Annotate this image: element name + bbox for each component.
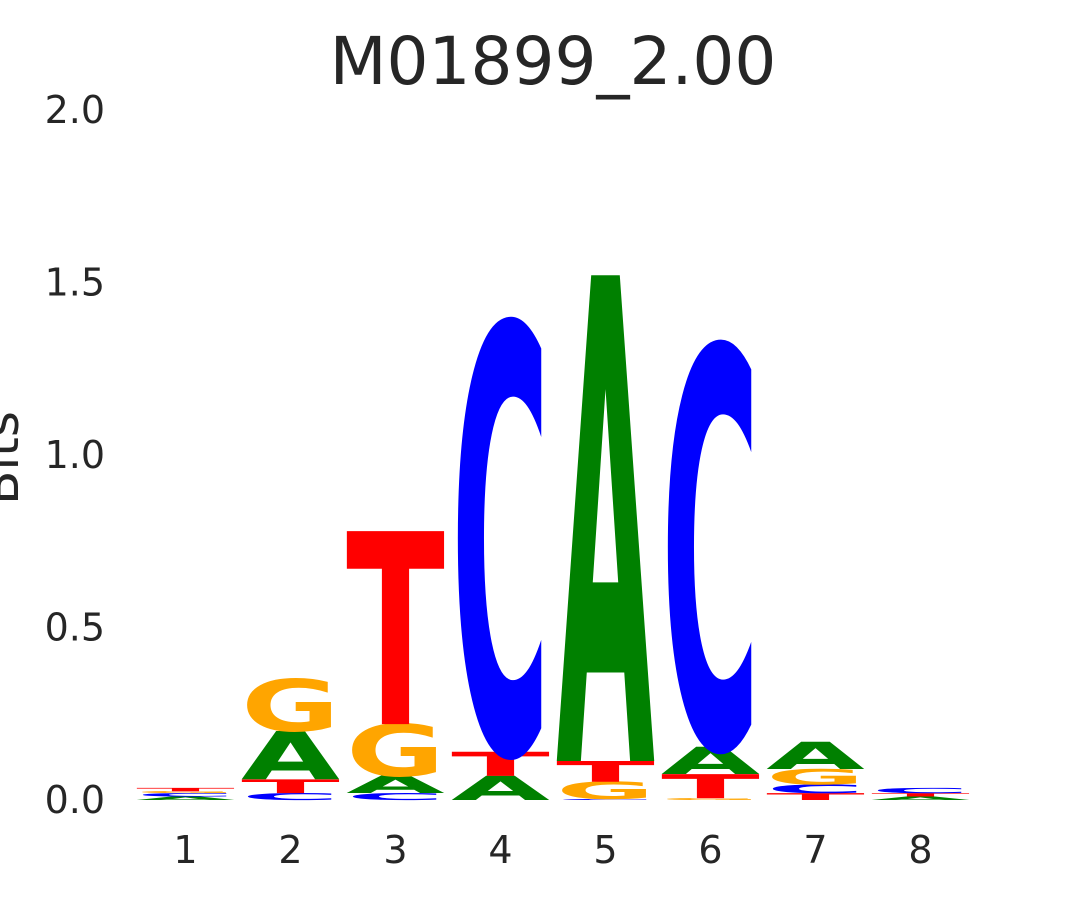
logo-letter-g: G bbox=[556, 777, 655, 804]
logo-letter-a: A bbox=[871, 796, 970, 802]
y-tick-label: 0.0 bbox=[45, 778, 105, 822]
logo-letter-c: C bbox=[451, 209, 550, 891]
logo-letter-a: A bbox=[346, 771, 445, 799]
x-tick-label: 1 bbox=[173, 828, 197, 872]
logo-letter-t: T bbox=[871, 792, 970, 797]
x-tick-label: 4 bbox=[488, 828, 512, 872]
logo-letter-c: C bbox=[241, 791, 340, 802]
chart-title: M01899_2.00 bbox=[330, 23, 777, 100]
y-axis-ticks: 2.0 1.5 1.0 0.5 0.0 bbox=[45, 88, 105, 822]
x-axis-ticks: 1 2 3 4 5 6 7 8 bbox=[173, 828, 932, 872]
logo-letter-g: G bbox=[136, 791, 235, 794]
logo-letter-t: T bbox=[556, 755, 655, 788]
y-tick-label: 1.0 bbox=[45, 433, 105, 477]
logo-letter-a: A bbox=[451, 769, 550, 807]
logo-letter-t: T bbox=[241, 776, 340, 798]
logo-letter-t: T bbox=[451, 745, 550, 783]
y-axis-label: Bits bbox=[0, 411, 30, 505]
x-tick-label: 2 bbox=[278, 828, 302, 872]
logo-letter-c: C bbox=[766, 782, 865, 796]
logo-letter-a: A bbox=[136, 796, 235, 802]
y-tick-label: 0.5 bbox=[45, 606, 105, 650]
x-tick-label: 3 bbox=[383, 828, 407, 872]
logo-letter-t: T bbox=[661, 768, 760, 806]
logo-letter-t: T bbox=[766, 791, 865, 802]
logo-letter-c: C bbox=[556, 799, 655, 801]
x-tick-label: 7 bbox=[803, 828, 827, 872]
logo-letter-g: G bbox=[241, 666, 340, 749]
logo-letter-g: G bbox=[661, 798, 760, 801]
y-tick-label: 2.0 bbox=[45, 88, 105, 132]
logo-letter-c: C bbox=[136, 792, 235, 797]
logo-letter-a: A bbox=[766, 734, 865, 778]
logo-letter-t: T bbox=[136, 787, 235, 792]
logo-letter-c: C bbox=[346, 791, 445, 802]
logo-letter-g: G bbox=[346, 710, 445, 793]
y-tick-label: 1.5 bbox=[45, 261, 105, 305]
logo-letter-c: C bbox=[871, 787, 970, 795]
x-tick-label: 6 bbox=[698, 828, 722, 872]
logo-letter-t: T bbox=[346, 480, 445, 788]
logo-letter-c: C bbox=[661, 240, 760, 877]
x-tick-label: 8 bbox=[908, 828, 932, 872]
logo-letter-a: A bbox=[241, 718, 340, 795]
logo-letter-a: A bbox=[661, 740, 760, 784]
logo-letter-a: A bbox=[556, 144, 656, 900]
logo-letter-g: G bbox=[766, 765, 865, 790]
x-tick-label: 5 bbox=[593, 828, 617, 872]
